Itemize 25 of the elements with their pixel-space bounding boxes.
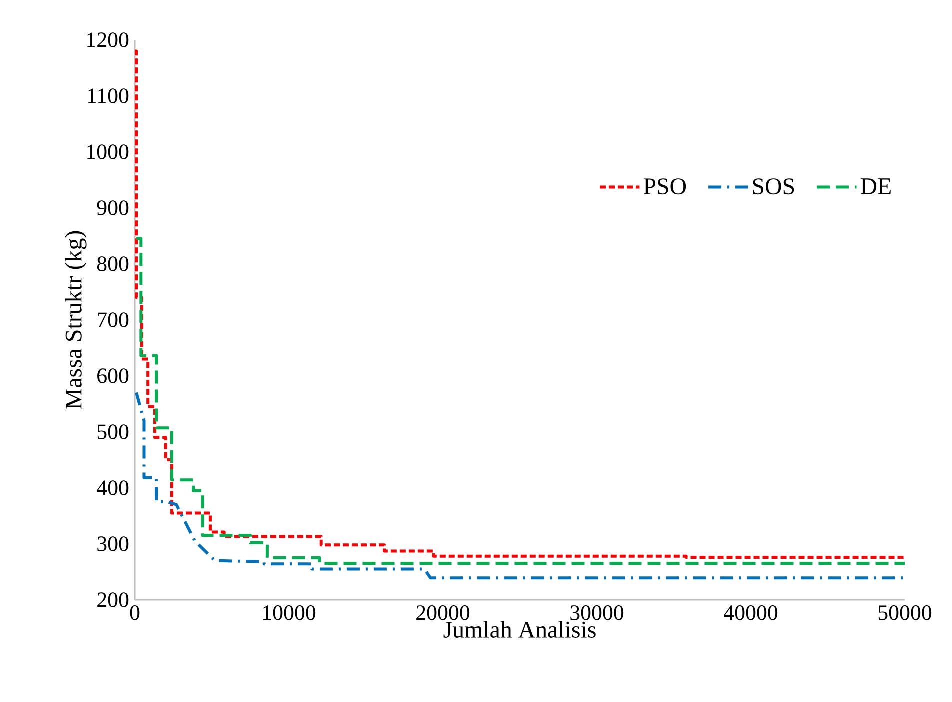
- x-tick-label: 30000: [570, 606, 624, 620]
- y-tick-label: 900: [97, 200, 129, 216]
- line-series: [135, 237, 906, 566]
- y-tick-label: 600: [98, 368, 129, 384]
- y-tick-label: 800: [97, 256, 129, 272]
- legend-label: SOS: [753, 178, 794, 195]
- y-tick-label: 200: [98, 592, 129, 608]
- y-tick-label: 1100: [88, 88, 129, 104]
- x-tick-label: 50000: [878, 606, 932, 620]
- y-tick-label: 300: [98, 536, 129, 552]
- line-series: [135, 50, 906, 559]
- x-tick-label: 40000: [724, 606, 778, 620]
- x-tick-label: 10000: [264, 606, 316, 620]
- legend-label: DE: [860, 178, 891, 194]
- y-tick-label: 500: [98, 424, 129, 440]
- y-axis-title: Massa Struktr (kg): [65, 231, 87, 409]
- x-axis-title: Jumlah Analisis: [444, 621, 596, 638]
- x-tick-label: 20000: [416, 606, 470, 620]
- x-tick-label: 0: [130, 606, 140, 620]
- legend-label: PSO: [644, 178, 686, 195]
- y-tick-label: 400: [97, 480, 129, 496]
- line-series: [135, 391, 906, 580]
- y-tick-label: 1000: [88, 144, 129, 160]
- y-tick-label: 1200: [88, 32, 129, 48]
- y-tick-label: 700: [98, 312, 129, 328]
